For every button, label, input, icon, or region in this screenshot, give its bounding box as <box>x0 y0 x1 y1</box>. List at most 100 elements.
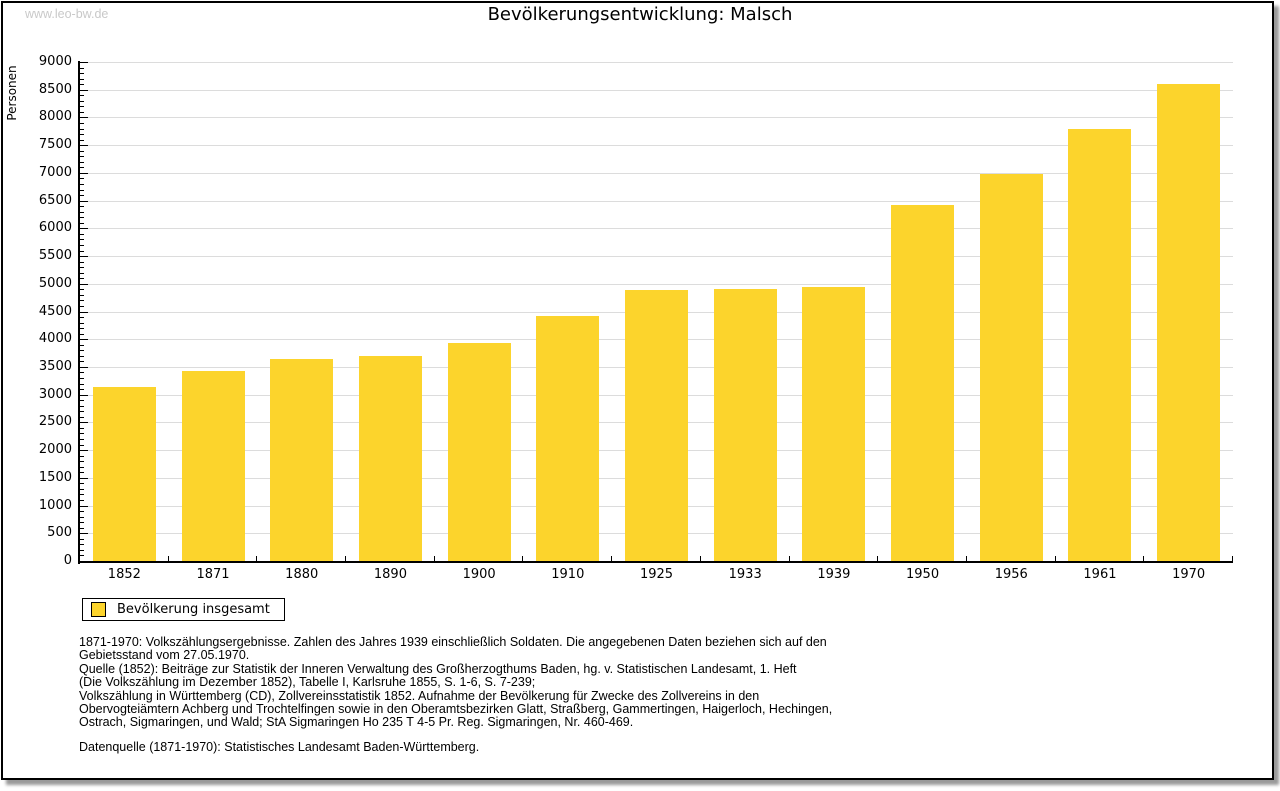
y-minor-tick <box>80 333 84 335</box>
x-tick <box>788 556 790 561</box>
footnote-line: Obervogteiämtern Achberg und Trochtelfin… <box>79 702 833 717</box>
x-tick-label: 1880 <box>285 567 319 582</box>
y-minor-tick <box>80 244 84 246</box>
y-tick-label: 5000 <box>38 275 72 291</box>
footnotes: 1871-1970: Volkszählungsergebnisse. Zahl… <box>79 635 833 730</box>
y-minor-tick <box>80 305 84 307</box>
bar-1956 <box>979 173 1043 561</box>
y-minor-tick <box>80 461 84 463</box>
bar-1925 <box>625 290 688 561</box>
y-minor-tick <box>80 233 84 235</box>
y-minor-tick <box>80 494 84 496</box>
footnote-line: Quelle (1852): Beiträge zur Statistik de… <box>79 661 797 676</box>
y-minor-tick <box>80 78 84 80</box>
gridline <box>80 200 1233 202</box>
legend-label: Bevölkerung insgesamt <box>117 602 270 617</box>
y-minor-tick <box>80 261 84 263</box>
y-tick-label: 7500 <box>38 137 72 153</box>
y-minor-tick <box>80 527 84 529</box>
y-minor-tick <box>80 239 84 241</box>
y-minor-tick <box>80 272 84 274</box>
y-minor-tick <box>80 294 84 296</box>
footnote-line: Gebietsstand vom 27.05.1970. <box>79 648 250 663</box>
datasource-note: Datenquelle (1871-1970): Statistisches L… <box>79 740 480 754</box>
page-title: Bevölkerungsentwicklung: Malsch <box>487 4 793 25</box>
footnote-line: (Die Volkszählung im Dezember 1852), Tab… <box>79 675 536 690</box>
bar-1871 <box>181 371 245 561</box>
y-tick-label: 1000 <box>38 497 72 513</box>
y-minor-tick <box>80 100 84 102</box>
bar-1933 <box>713 289 777 561</box>
bar-1939 <box>802 286 866 561</box>
x-tick-label: 1970 <box>1172 567 1206 582</box>
y-minor-tick <box>80 433 84 435</box>
y-tick-label: 3500 <box>38 358 72 374</box>
y-minor-tick <box>80 400 84 402</box>
y-minor-tick <box>80 73 84 75</box>
y-major-tick <box>80 422 88 424</box>
y-tick-label: 8000 <box>38 109 72 125</box>
x-tick-label: 1852 <box>107 567 141 582</box>
y-major-tick <box>80 450 88 452</box>
x-tick <box>522 556 524 561</box>
y-minor-tick <box>80 361 84 363</box>
y-major-tick <box>80 311 88 313</box>
y-minor-tick <box>80 111 84 113</box>
x-axis-line <box>78 561 1233 563</box>
y-minor-tick <box>80 189 84 191</box>
y-minor-tick <box>80 167 84 169</box>
x-tick <box>699 556 701 561</box>
bar-1852 <box>92 387 156 561</box>
y-minor-tick <box>80 206 84 208</box>
x-tick-label: 1939 <box>817 567 851 582</box>
y-minor-tick <box>80 522 84 524</box>
y-minor-tick <box>80 378 84 380</box>
y-minor-tick <box>80 161 84 163</box>
y-minor-tick <box>80 549 84 551</box>
y-minor-tick <box>80 544 84 546</box>
y-minor-tick <box>80 84 84 86</box>
gridline <box>80 172 1233 174</box>
y-minor-tick <box>80 156 84 158</box>
y-minor-tick <box>80 67 84 69</box>
y-minor-tick <box>80 411 84 413</box>
y-major-tick <box>80 256 88 258</box>
y-tick-label: 7000 <box>38 164 72 180</box>
x-tick-label: 1890 <box>373 567 407 582</box>
y-minor-tick <box>80 106 84 108</box>
bar-1950 <box>891 205 955 561</box>
bar-1910 <box>536 315 600 561</box>
y-minor-tick <box>80 139 84 141</box>
y-minor-tick <box>80 128 84 130</box>
y-minor-tick <box>80 183 84 185</box>
y-minor-tick <box>80 350 84 352</box>
y-minor-tick <box>80 211 84 213</box>
y-minor-tick <box>80 466 84 468</box>
y-major-tick <box>80 117 88 119</box>
x-tick <box>256 556 258 561</box>
gridline <box>80 283 1233 285</box>
y-tick-label: 1500 <box>38 469 72 485</box>
y-minor-tick <box>80 444 84 446</box>
y-tick-label: 9000 <box>38 54 72 69</box>
y-minor-tick <box>80 134 84 136</box>
y-minor-tick <box>80 427 84 429</box>
x-tick-label: 1950 <box>906 567 940 582</box>
x-tick <box>433 556 435 561</box>
y-major-tick <box>80 533 88 535</box>
x-tick <box>877 556 879 561</box>
y-minor-tick <box>80 372 84 374</box>
y-major-tick <box>80 89 88 91</box>
y-tick-label: 4000 <box>38 331 72 347</box>
gridline <box>80 89 1233 91</box>
y-minor-tick <box>80 250 84 252</box>
y-tick-label: 5500 <box>38 248 72 264</box>
y-minor-tick <box>80 322 84 324</box>
bar-1900 <box>447 343 511 561</box>
y-minor-tick <box>80 267 84 269</box>
y-tick-label: 2000 <box>38 442 72 458</box>
y-minor-tick <box>80 455 84 457</box>
y-minor-tick <box>80 300 84 302</box>
